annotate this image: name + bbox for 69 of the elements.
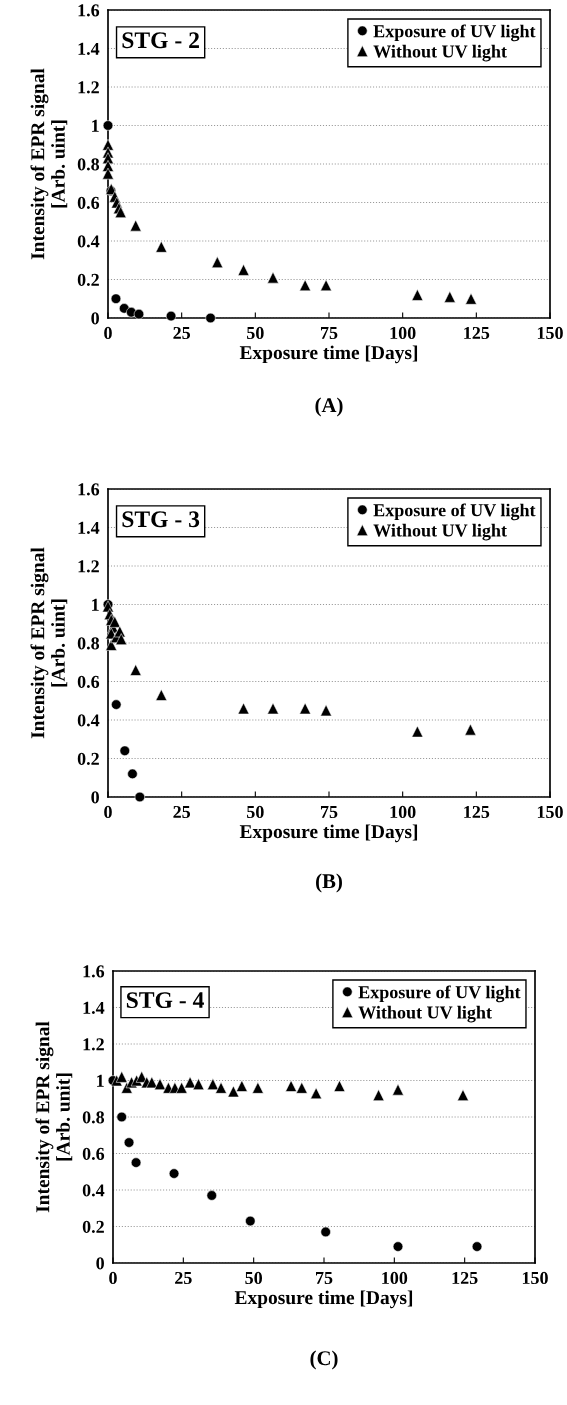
x-tick-label: 75 bbox=[321, 806, 338, 819]
x-tick-label: 50 bbox=[245, 1271, 263, 1285]
y-tick-label: 1.6 bbox=[78, 4, 100, 17]
x-tick-label: 100 bbox=[382, 1271, 408, 1285]
y-tick-label: 0.2 bbox=[82, 1220, 104, 1234]
y-tick-label: 0.4 bbox=[77, 714, 100, 727]
legend-label: Without UV light bbox=[373, 523, 507, 541]
y-tick-label: 0.6 bbox=[77, 196, 100, 210]
x-tick-label: 150 bbox=[522, 1271, 548, 1285]
x-tick-label: 25 bbox=[173, 805, 191, 819]
y-tick-label: 0.6 bbox=[82, 1147, 105, 1161]
annotation: STG - 3 bbox=[122, 511, 200, 528]
x-tick-label: 25 bbox=[175, 1271, 192, 1285]
y-tick-label: 1 bbox=[92, 598, 99, 611]
x-axis-title: Exposure time [Days] bbox=[234, 1290, 413, 1309]
y-tick-label: 0.8 bbox=[77, 637, 100, 650]
y-axis-title: Intensity of EPR signal [Arb. unit] bbox=[35, 1021, 73, 1213]
y-tick-label: 1 bbox=[97, 1074, 104, 1087]
x-tick-label: 75 bbox=[321, 327, 338, 340]
y-tick-label: 0.8 bbox=[77, 158, 100, 171]
y-tick-label: 1.2 bbox=[78, 560, 99, 573]
point bbox=[299, 279, 311, 292]
x-tick-label: 125 bbox=[464, 805, 490, 819]
y-tick-label: 0.4 bbox=[77, 235, 100, 248]
point bbox=[115, 633, 128, 645]
y-tick-label: 1 bbox=[92, 119, 99, 132]
y-tick-label: 0.4 bbox=[82, 1184, 105, 1197]
annotation: STG - 2 bbox=[122, 32, 199, 49]
y-tick-label: 0 bbox=[96, 1257, 104, 1270]
legend-label: Exposure of UV light bbox=[373, 24, 536, 42]
y-tick-label: 0 bbox=[91, 312, 99, 325]
x-tick-label: 25 bbox=[173, 326, 191, 340]
y-axis-title: Intensity of EPR signal [Arb. uint] bbox=[30, 68, 68, 260]
text: (B) bbox=[316, 873, 342, 893]
y-tick-label: 1.4 bbox=[78, 521, 100, 535]
y-tick-label: 1.6 bbox=[83, 965, 105, 978]
y-tick-label: 1.2 bbox=[78, 81, 99, 94]
y-tick-label: 1.4 bbox=[83, 1001, 105, 1015]
legend-label: Without UV light bbox=[373, 44, 507, 62]
y-tick-label: 0.6 bbox=[77, 675, 100, 689]
point bbox=[155, 689, 168, 701]
x-tick-label: 100 bbox=[390, 805, 416, 819]
point bbox=[457, 1089, 469, 1101]
annotation: STG - 4 bbox=[126, 992, 204, 1009]
x-axis-title: Exposure time [Days] bbox=[239, 345, 418, 364]
x-tick-label: 100 bbox=[390, 326, 416, 340]
y-tick-label: 0.8 bbox=[82, 1111, 105, 1124]
legend-label: Without UV light bbox=[358, 1005, 492, 1023]
y-tick-label: 1.6 bbox=[78, 483, 100, 496]
y-tick-label: 1.2 bbox=[83, 1038, 104, 1051]
x-tick-label: 125 bbox=[464, 326, 490, 340]
y-tick-label: 0 bbox=[91, 791, 99, 804]
x-tick-label: 50 bbox=[247, 326, 264, 340]
x-tick-label: 150 bbox=[537, 326, 563, 340]
y-tick-label: 0.2 bbox=[77, 273, 99, 287]
x-tick-label: 50 bbox=[247, 805, 264, 819]
y-tick-label: 1.4 bbox=[78, 42, 100, 56]
point bbox=[285, 1080, 297, 1092]
text: (A) bbox=[315, 397, 343, 417]
x-axis-title: Exposure time [Days] bbox=[239, 824, 418, 843]
legend-label: Exposure of UV light bbox=[373, 503, 536, 521]
x-tick-label: 75 bbox=[316, 1272, 333, 1285]
x-tick-label: 0 bbox=[109, 1271, 117, 1285]
y-axis-title: Intensity of EPR signal [Arb. uint] bbox=[30, 547, 68, 739]
text: (C) bbox=[310, 1350, 338, 1370]
y-tick-label: 0.2 bbox=[77, 752, 99, 766]
legend-label: Exposure of UV light bbox=[358, 985, 521, 1003]
x-tick-label: 150 bbox=[537, 805, 563, 819]
x-tick-label: 125 bbox=[452, 1271, 478, 1285]
